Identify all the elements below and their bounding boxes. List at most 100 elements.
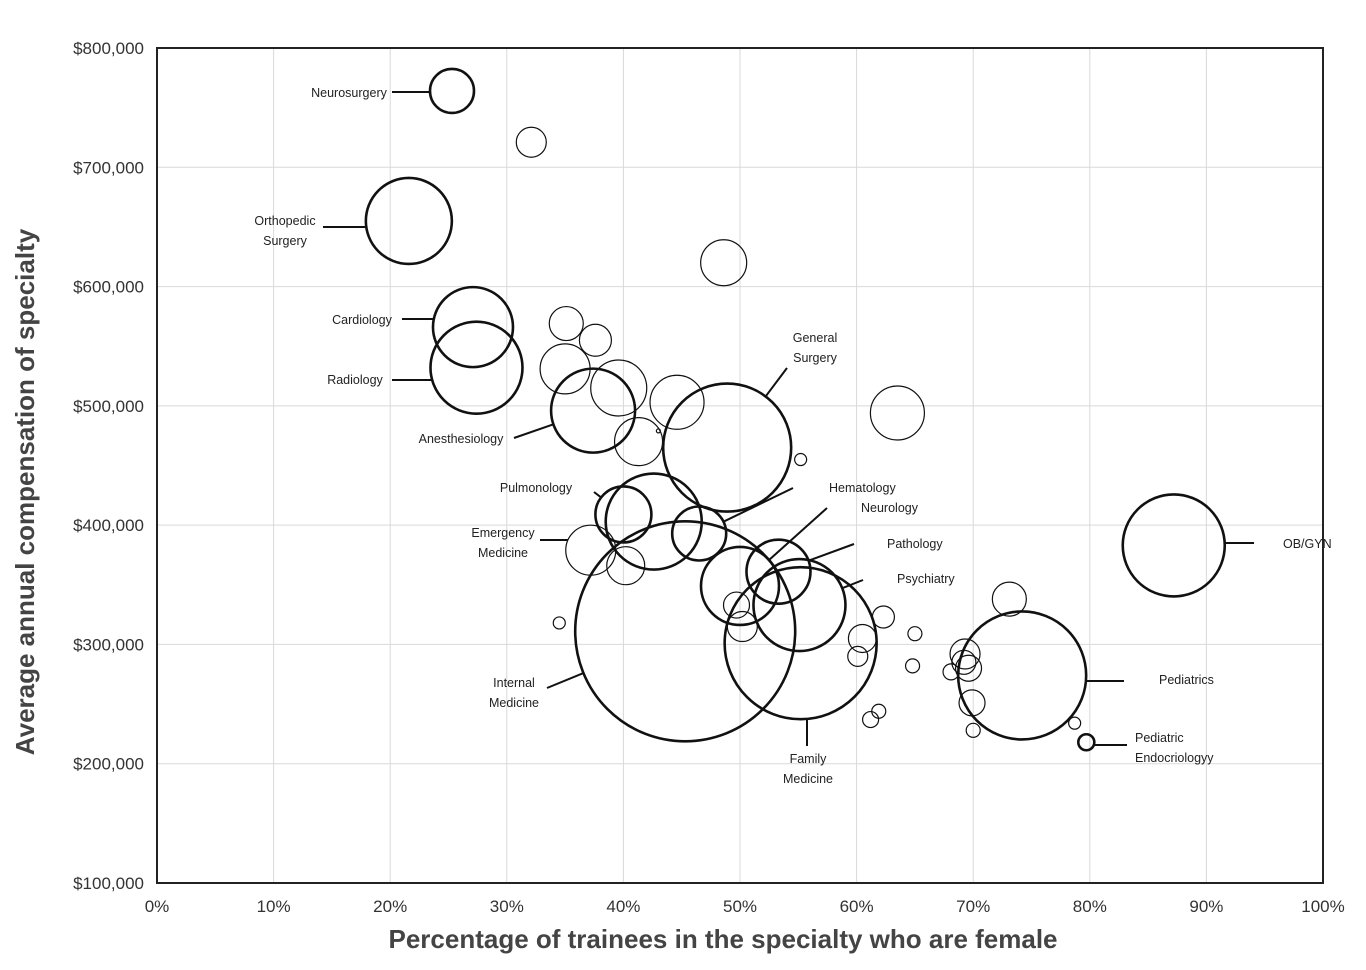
bubble-cardiology bbox=[431, 285, 515, 369]
label-psychiatry: Psychiatry bbox=[897, 572, 955, 586]
x-tick-label: 80% bbox=[1073, 897, 1107, 916]
y-tick-label: $800,000 bbox=[73, 39, 144, 58]
x-axis-ticks: 0% 10% 20% 30% 40% 50% 60% 70% 80% 90% 100% bbox=[145, 897, 1345, 916]
x-axis-title: Percentage of trainees in the specialty … bbox=[388, 924, 1057, 954]
bubble bbox=[904, 658, 921, 674]
label-family-medicine: Family bbox=[790, 752, 828, 766]
leader-pathology bbox=[808, 543, 855, 562]
leader-internal-medicine bbox=[546, 672, 584, 689]
bubble bbox=[954, 654, 983, 682]
label-general-surgery: Surgery bbox=[793, 351, 838, 365]
bubble bbox=[700, 239, 748, 287]
bubble-pathology bbox=[745, 538, 812, 605]
bubble-neurosurgery bbox=[428, 67, 476, 115]
bubble bbox=[907, 626, 923, 642]
leader-hematology bbox=[723, 487, 794, 523]
label-pediatrics: Pediatrics bbox=[1159, 673, 1214, 687]
label-emergency-medicine: Medicine bbox=[478, 546, 528, 560]
bubble bbox=[965, 722, 981, 738]
bubble bbox=[552, 616, 566, 630]
bubble bbox=[590, 359, 648, 417]
label-hematology: Hematology bbox=[829, 481, 896, 495]
bubble bbox=[847, 623, 878, 654]
bubble-psychiatry bbox=[752, 557, 847, 653]
bubble bbox=[794, 452, 808, 467]
bubble bbox=[861, 710, 880, 729]
label-radiology: Radiology bbox=[327, 373, 383, 387]
leader-general-surgery bbox=[764, 367, 788, 398]
bubble-pediatric-endocriologyy bbox=[1077, 732, 1096, 752]
bubble bbox=[871, 703, 887, 719]
x-tick-label: 100% bbox=[1301, 897, 1344, 916]
bubble bbox=[1068, 716, 1082, 730]
gridlines bbox=[157, 48, 1323, 883]
bubble bbox=[578, 323, 613, 357]
bubble bbox=[649, 374, 705, 430]
y-axis-ticks: $100,000 $200,000 $300,000 $400,000 $500,000… bbox=[73, 39, 144, 893]
y-tick-label: $500,000 bbox=[73, 397, 144, 416]
label-family-medicine: Medicine bbox=[783, 772, 833, 786]
label-neurosurgery: Neurosurgery bbox=[311, 86, 387, 100]
x-tick-label: 60% bbox=[840, 897, 874, 916]
bubble bbox=[847, 645, 869, 667]
bubble-pulmonology bbox=[594, 485, 653, 544]
label-general-surgery: General bbox=[793, 331, 837, 345]
leader-pulmonology bbox=[593, 491, 602, 499]
bubble bbox=[869, 385, 926, 441]
bubble bbox=[722, 591, 751, 619]
y-tick-label: $100,000 bbox=[73, 874, 144, 893]
bubble bbox=[606, 546, 646, 586]
bubble-anesthesiology bbox=[549, 367, 637, 454]
label-orthopedic-surgery: Orthopedic bbox=[254, 214, 315, 228]
y-tick-label: $400,000 bbox=[73, 516, 144, 535]
leader-psychiatry bbox=[841, 579, 864, 590]
y-tick-label: $300,000 bbox=[73, 635, 144, 654]
leader-neurology bbox=[768, 507, 828, 561]
label-pediatric-endocriologyy: Endocriologyy bbox=[1135, 751, 1214, 765]
y-tick-label: $600,000 bbox=[73, 278, 144, 297]
bubble bbox=[515, 126, 547, 158]
label-pulmonology: Pulmonology bbox=[500, 481, 573, 495]
x-tick-label: 90% bbox=[1189, 897, 1223, 916]
x-tick-label: 0% bbox=[145, 897, 170, 916]
label-ob-gyn: OB/GYN bbox=[1283, 537, 1332, 551]
x-tick-label: 10% bbox=[257, 897, 291, 916]
x-tick-label: 20% bbox=[373, 897, 407, 916]
label-orthopedic-surgery: Surgery bbox=[263, 234, 308, 248]
y-tick-label: $200,000 bbox=[73, 755, 144, 774]
label-pathology: Pathology bbox=[887, 537, 943, 551]
bubble-radiology bbox=[429, 320, 524, 415]
y-tick-label: $700,000 bbox=[73, 158, 144, 177]
label-emergency-medicine: Emergency bbox=[471, 526, 535, 540]
bubble-hematology bbox=[670, 505, 728, 562]
bubble bbox=[871, 605, 896, 629]
bubble-emergency-medicine bbox=[565, 524, 617, 576]
label-internal-medicine: Internal bbox=[493, 676, 535, 690]
x-tick-label: 30% bbox=[490, 897, 524, 916]
label-anesthesiology: Anesthesiology bbox=[419, 432, 505, 446]
bubble-internal-medicine bbox=[573, 520, 797, 743]
label-neurology: Neurology bbox=[861, 501, 919, 515]
label-cardiology: Cardiology bbox=[332, 313, 393, 327]
y-axis-title: Average annual compensation of specialty bbox=[10, 228, 40, 755]
bubble bbox=[548, 305, 584, 342]
bubble-orthopedic-surgery bbox=[364, 176, 454, 266]
bubbles bbox=[364, 67, 1227, 752]
x-tick-label: 50% bbox=[723, 897, 757, 916]
label-internal-medicine: Medicine bbox=[489, 696, 539, 710]
bubble-neurology bbox=[699, 545, 781, 627]
x-tick-label: 70% bbox=[956, 897, 990, 916]
bubble bbox=[991, 581, 1027, 617]
bubble-pediatrics bbox=[956, 610, 1088, 741]
annotations: Neurosurgery Orthopedic Surgery Cardiology R… bbox=[254, 86, 1331, 786]
bubble-general-surgery bbox=[661, 382, 793, 513]
x-tick-label: 40% bbox=[606, 897, 640, 916]
annotation-leaders bbox=[323, 91, 1254, 746]
label-pediatric-endocriologyy: Pediatric bbox=[1135, 731, 1184, 745]
leader-anesthesiology bbox=[513, 423, 554, 439]
bubble bbox=[949, 638, 981, 670]
plot-area bbox=[156, 47, 1324, 884]
bubble bbox=[655, 428, 661, 434]
bubble-ob-gyn bbox=[1121, 493, 1227, 598]
